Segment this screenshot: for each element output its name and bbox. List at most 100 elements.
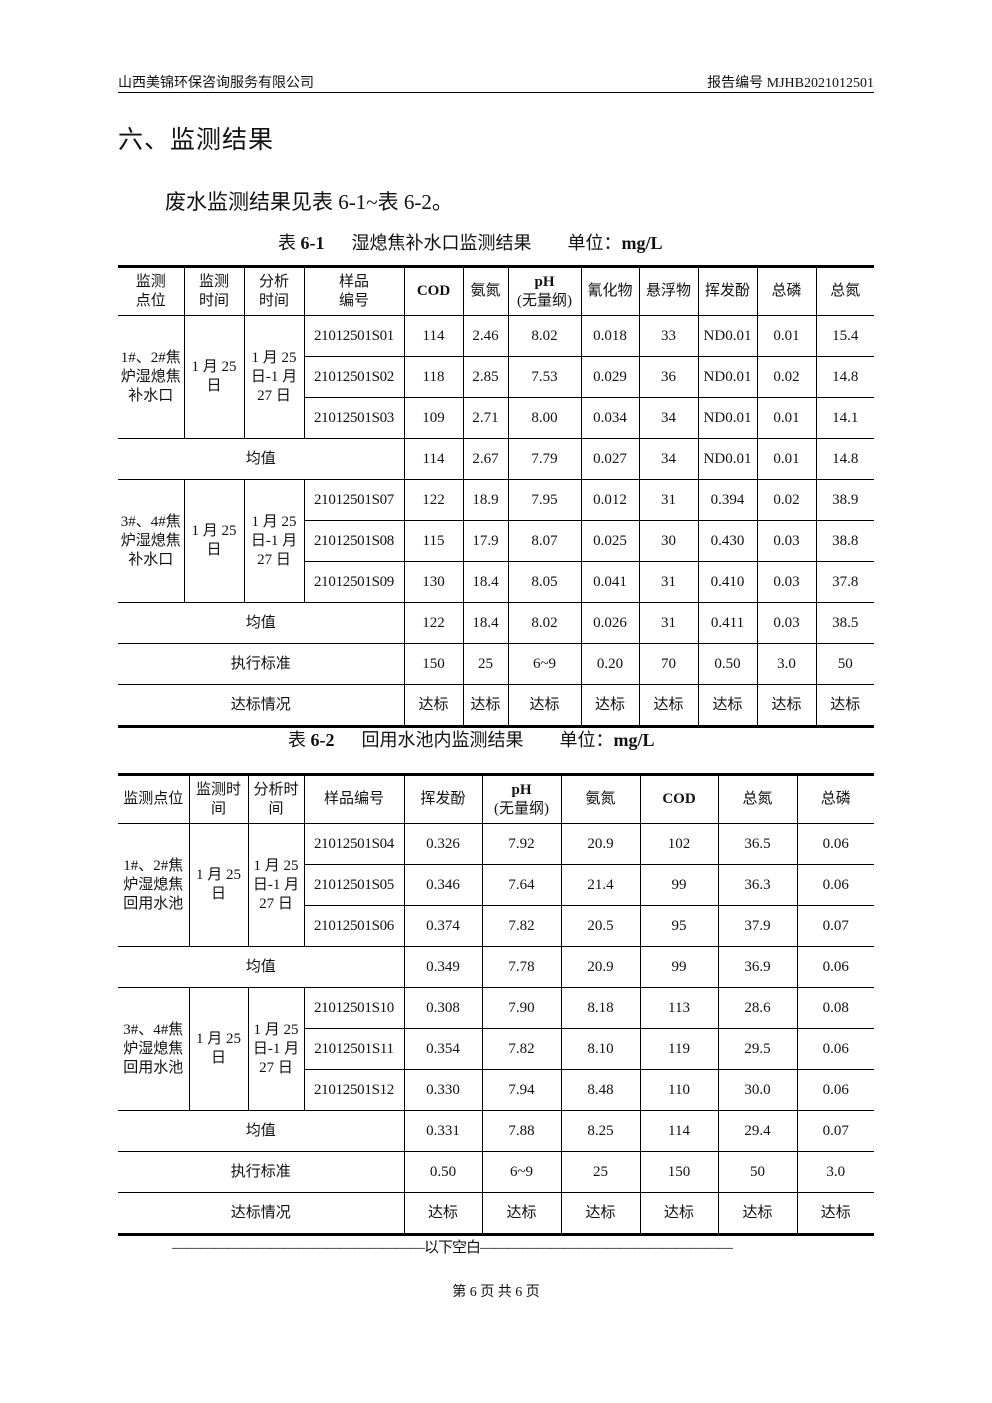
value-cell: 0.07: [796, 905, 874, 947]
mean-value: 8.25: [560, 1110, 641, 1152]
standard-row-value: 3.0: [756, 643, 817, 685]
value-cell: 7.82: [481, 1028, 562, 1070]
standard-row-value: 0.20: [580, 643, 640, 685]
value-cell: 0.02: [756, 356, 817, 398]
value-cell: 38.9: [815, 479, 874, 521]
status-row-value: 达标: [639, 1192, 719, 1235]
table-6-1: 监测 点位 监测 时间 分析 时间 样品 编号 COD 氨氮 pH (无量纲) 氰化物 悬浮物 挥发酚 总磷总…: [118, 265, 874, 728]
standard-row-value: 0.50: [697, 643, 758, 685]
value-cell: 7.82: [481, 905, 562, 947]
value-cell: ND0.01: [697, 356, 758, 398]
value-cell: 8.18: [560, 987, 641, 1029]
column-header: 悬浮物: [638, 266, 699, 316]
value-cell: 8.02: [507, 315, 582, 357]
value-cell: 37.9: [717, 905, 798, 947]
value-cell: 0.025: [580, 520, 640, 562]
header-row: 监测 点位 监测 时间 分析 时间 样品 编号 COD 氨氮 pH (无量纲) 氰化物 悬浮物 挥发酚 总磷总…: [118, 266, 874, 316]
value-cell: 115: [403, 520, 464, 562]
status-row-label: 达标情况: [118, 684, 405, 727]
column-header: 监测点位: [118, 266, 185, 316]
value-cell: 31: [638, 479, 699, 521]
status-row-label: 达标情况: [118, 1192, 405, 1235]
mean-value: 18.4: [462, 602, 509, 644]
mean-value: 0.331: [403, 1110, 483, 1152]
value-cell: 114: [403, 315, 464, 357]
analysis-time-cell: 1 月 25 日-1 月 27 日: [243, 315, 305, 439]
value-cell: 0.346: [403, 864, 483, 906]
value-cell: 8.10: [560, 1028, 641, 1070]
value-cell: ND0.01: [697, 315, 758, 357]
page-footer: 第 6 页 共 6 页: [452, 1285, 540, 1300]
mean-value: 0.06: [796, 946, 874, 988]
value-cell: 0.08: [796, 987, 874, 1029]
value-cell: 17.9: [462, 520, 509, 562]
value-cell: 14.8: [815, 356, 874, 398]
mean-value: 0.07: [796, 1110, 874, 1152]
mean-value: 0.349: [403, 946, 483, 988]
value-cell: ND0.01: [697, 397, 758, 439]
location-cell: 3#、4#焦炉湿熄焦补水口: [118, 479, 185, 603]
mean-value: 122: [403, 602, 464, 644]
mean-row: 均值 122 18.4 8.02 0.026 31 0.411 0.03 38.5: [118, 602, 874, 644]
standard-row-value: 3.0: [796, 1151, 874, 1193]
value-cell: 8.07: [507, 520, 582, 562]
value-cell: 7.95: [507, 479, 582, 521]
table-row: 21012501S12 0.330 7.94 8.48 110 30.0 0.06: [118, 1069, 874, 1111]
value-cell: 0.410: [697, 561, 758, 603]
value-cell: 20.5: [560, 905, 641, 947]
status-row-value: 达标: [756, 684, 817, 727]
value-cell: 37.8: [815, 561, 874, 603]
mean-value: 38.5: [815, 602, 874, 644]
value-cell: 29.5: [717, 1028, 798, 1070]
value-cell: 34: [638, 397, 699, 439]
caption-label: 表: [278, 233, 301, 253]
value-cell: 20.9: [560, 823, 641, 865]
section-title: 六、监测结果: [118, 127, 275, 154]
monitor-time-cell: 1 月 25 日: [183, 479, 245, 603]
standard-row-label: 执行标准: [118, 1151, 405, 1193]
location-cell: 3#、4#焦炉湿熄焦回用水池: [118, 987, 190, 1111]
status-row: 达标情况 达标 达标 达标 达标 达标 达标 达标 达标: [118, 684, 874, 727]
sample-id-cell: 21012501S11: [304, 1028, 405, 1070]
value-cell: 8.05: [507, 561, 582, 603]
standard-row-value: 50: [717, 1151, 798, 1193]
mean-value: 14.8: [815, 438, 874, 480]
standard-row-value: 70: [638, 643, 699, 685]
mean-value: ND0.01: [697, 438, 758, 480]
value-cell: 0.06: [796, 823, 874, 865]
value-cell: 95: [639, 905, 719, 947]
caption-title: 湿熄焦补水口监测结果 单位：: [324, 233, 622, 253]
value-cell: 0.06: [796, 864, 874, 906]
standard-row-value: 6~9: [481, 1151, 562, 1193]
value-cell: 0.354: [403, 1028, 483, 1070]
status-row-value: 达标: [796, 1192, 874, 1235]
sample-id-cell: 21012501S03: [304, 397, 405, 439]
mean-value: 8.02: [507, 602, 582, 644]
standard-row-label: 执行标准: [118, 643, 405, 685]
column-header: 分析时间: [247, 774, 305, 824]
status-row-value: 达标: [580, 684, 640, 727]
table1-caption: 表 6-1 湿熄焦补水口监测结果 单位：mg/L: [278, 229, 663, 255]
value-cell: 0.018: [580, 315, 640, 357]
blank-below-note: ——————————————————以下空白——————————————————: [172, 1240, 733, 1256]
sample-id-cell: 21012501S05: [304, 864, 405, 906]
mean-label: 均值: [118, 438, 405, 480]
value-cell: 0.06: [796, 1069, 874, 1111]
table2-caption: 表 6-2 回用水池内监测结果 单位：mg/L: [288, 726, 655, 752]
status-row-value: 达标: [638, 684, 699, 727]
mean-value: 114: [403, 438, 464, 480]
value-cell: 110: [639, 1069, 719, 1111]
mean-label: 均值: [118, 602, 405, 644]
mean-value: 34: [638, 438, 699, 480]
column-header: 总磷: [756, 266, 817, 316]
mean-value: 0.01: [756, 438, 817, 480]
company-name: 山西美锦环保咨询服务有限公司: [118, 76, 314, 91]
value-cell: 0.326: [403, 823, 483, 865]
column-header: 分析时间: [243, 266, 305, 316]
value-cell: 109: [403, 397, 464, 439]
status-row-value: 达标: [717, 1192, 798, 1235]
analysis-time-cell: 1 月 25 日-1 月 27 日: [243, 479, 305, 603]
mean-row: 均值 114 2.67 7.79 0.027 34 ND0.01 0.01 14.8: [118, 438, 874, 480]
mean-value: 31: [638, 602, 699, 644]
